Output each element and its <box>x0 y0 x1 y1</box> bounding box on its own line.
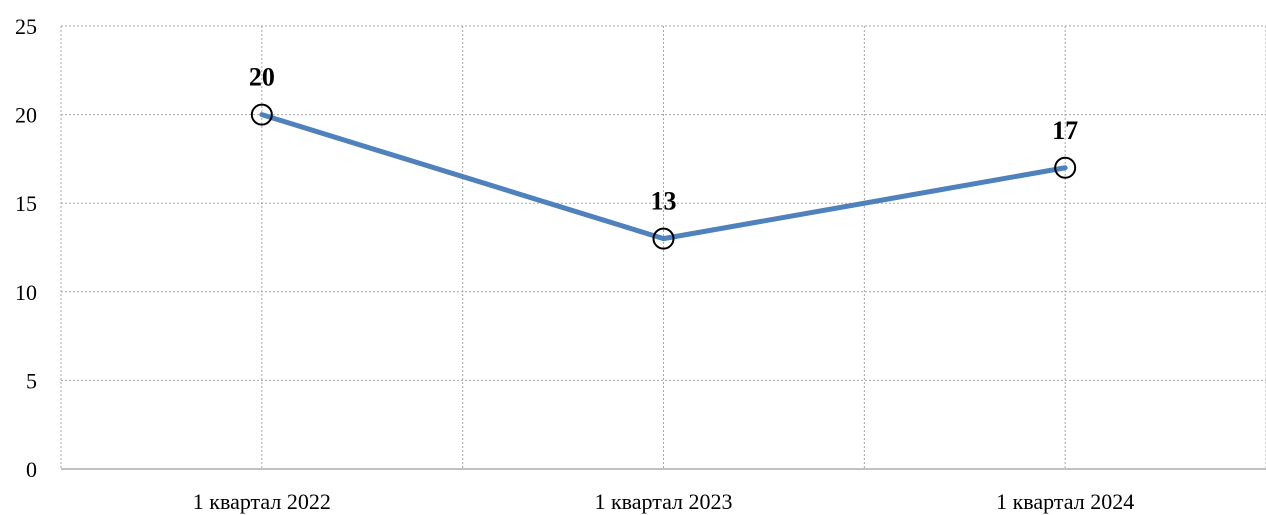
data-label: 17 <box>1052 116 1078 145</box>
y-tick-label: 20 <box>15 103 37 128</box>
data-label: 20 <box>249 63 275 92</box>
series-line <box>259 112 1068 242</box>
y-axis-tick-labels: 0 5 10 15 20 25 <box>15 14 37 482</box>
y-tick-label: 10 <box>15 280 37 305</box>
x-tick-label: 1 квартал 2022 <box>193 489 331 514</box>
y-tick-label: 15 <box>15 191 37 216</box>
data-point-marker <box>1054 156 1077 179</box>
data-label: 13 <box>651 187 677 216</box>
markers <box>250 103 1077 250</box>
data-labels: 20 13 17 <box>249 63 1078 216</box>
data-point-marker <box>652 227 675 250</box>
y-tick-label: 0 <box>26 457 37 482</box>
y-tick-label: 5 <box>26 368 37 393</box>
x-axis-tick-labels: 1 квартал 2022 1 квартал 2023 1 квартал 20… <box>193 489 1134 514</box>
x-tick-label: 1 квартал 2024 <box>996 489 1134 514</box>
y-tick-label: 25 <box>15 14 37 39</box>
series <box>259 112 1068 242</box>
data-point-marker <box>250 103 273 126</box>
x-tick-label: 1 квартал 2023 <box>594 489 732 514</box>
grid <box>60 25 1266 469</box>
